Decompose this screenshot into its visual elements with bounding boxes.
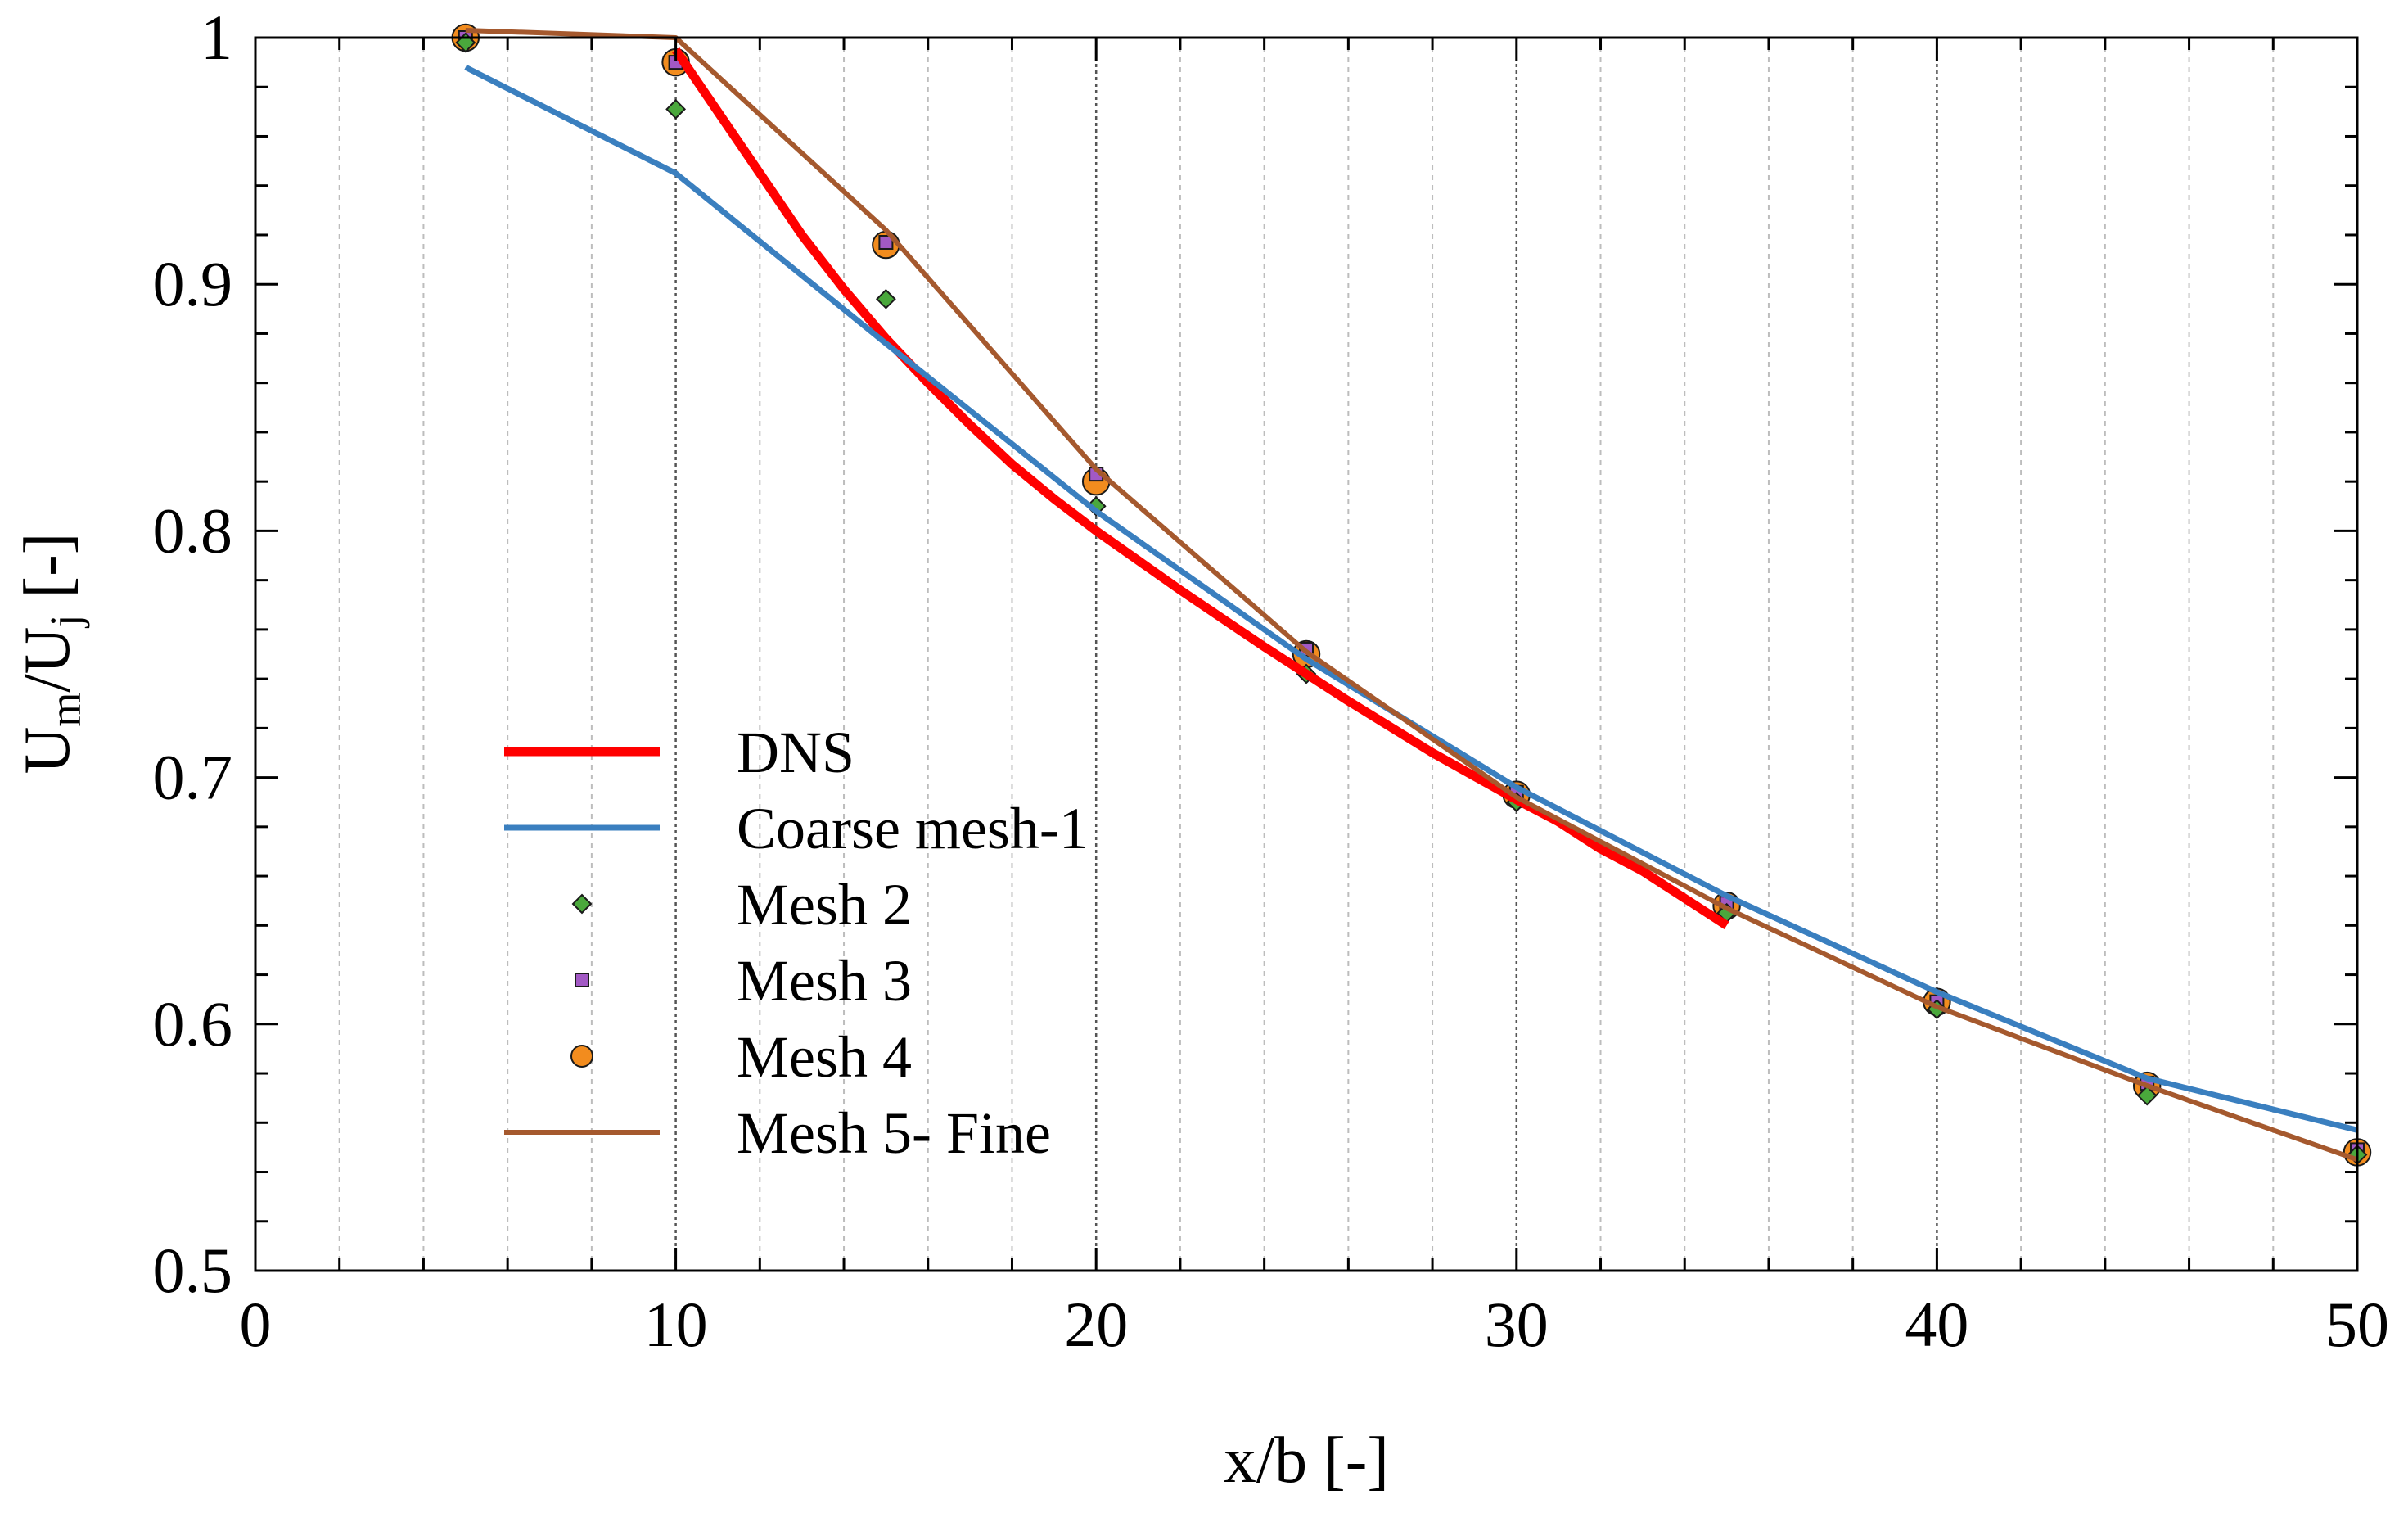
series-line-dns bbox=[672, 47, 1729, 929]
x-tick-label: 0 bbox=[240, 1289, 272, 1360]
y-axis-label: Um/Uj [-] bbox=[11, 533, 90, 775]
legend-label-mesh-3: Mesh 3 bbox=[737, 948, 912, 1014]
y-tick-label: 0.8 bbox=[153, 495, 233, 566]
x-tick-label: 50 bbox=[2325, 1289, 2389, 1360]
legend-label-coarse-mesh-1: Coarse mesh-1 bbox=[737, 796, 1089, 861]
y-tick-label: 0.5 bbox=[153, 1235, 233, 1306]
y-label-mid: /U bbox=[11, 627, 83, 693]
marker-mesh-2 bbox=[2136, 1085, 2158, 1106]
tick-labels: 0 10 20 30 40 50 0.5 0.6 0.7 0.8 0.9 1 bbox=[153, 2, 2390, 1360]
x-tick-label: 40 bbox=[1905, 1289, 1968, 1360]
y-tick-label: 0.7 bbox=[153, 742, 233, 813]
marker-mesh-2 bbox=[875, 288, 896, 309]
marker-mesh-3 bbox=[878, 234, 894, 250]
axis-ticks bbox=[254, 36, 2359, 1272]
legend: DNS Coarse mesh-1 Mesh 2 Mesh 3 Mesh 4 Mesh 5… bbox=[504, 720, 1089, 1166]
y-label-sub-m: m bbox=[41, 693, 90, 727]
legend-label-mesh-4: Mesh 4 bbox=[737, 1024, 912, 1090]
series-line-mesh-5-fine bbox=[465, 27, 2358, 1163]
plot-frame bbox=[254, 36, 2359, 1272]
legend-marker-mesh-3 bbox=[575, 973, 589, 987]
legend-label-mesh-2: Mesh 2 bbox=[737, 872, 912, 937]
legend-marker-mesh-2 bbox=[571, 893, 593, 915]
y-tick-label: 0.6 bbox=[153, 988, 233, 1059]
y-tick-label: 1 bbox=[201, 2, 232, 73]
marker-mesh-2 bbox=[665, 98, 687, 120]
legend-label-dns: DNS bbox=[737, 720, 855, 785]
y-label-tail: [-] bbox=[11, 533, 83, 615]
x-tick-label: 30 bbox=[1485, 1289, 1549, 1360]
legend-marker-mesh-4 bbox=[570, 1045, 593, 1068]
y-label-base: U bbox=[11, 727, 83, 775]
x-tick-label: 20 bbox=[1064, 1289, 1128, 1360]
x-axis-label: x/b [-] bbox=[1224, 1425, 1389, 1497]
plot-series bbox=[451, 23, 2372, 1167]
x-tick-label: 10 bbox=[644, 1289, 708, 1360]
y-label-sub-j: j bbox=[41, 615, 90, 629]
grid-lines bbox=[338, 38, 2275, 1271]
y-tick-label: 0.9 bbox=[153, 248, 233, 319]
legend-label-mesh-5-fine: Mesh 5- Fine bbox=[737, 1100, 1051, 1166]
